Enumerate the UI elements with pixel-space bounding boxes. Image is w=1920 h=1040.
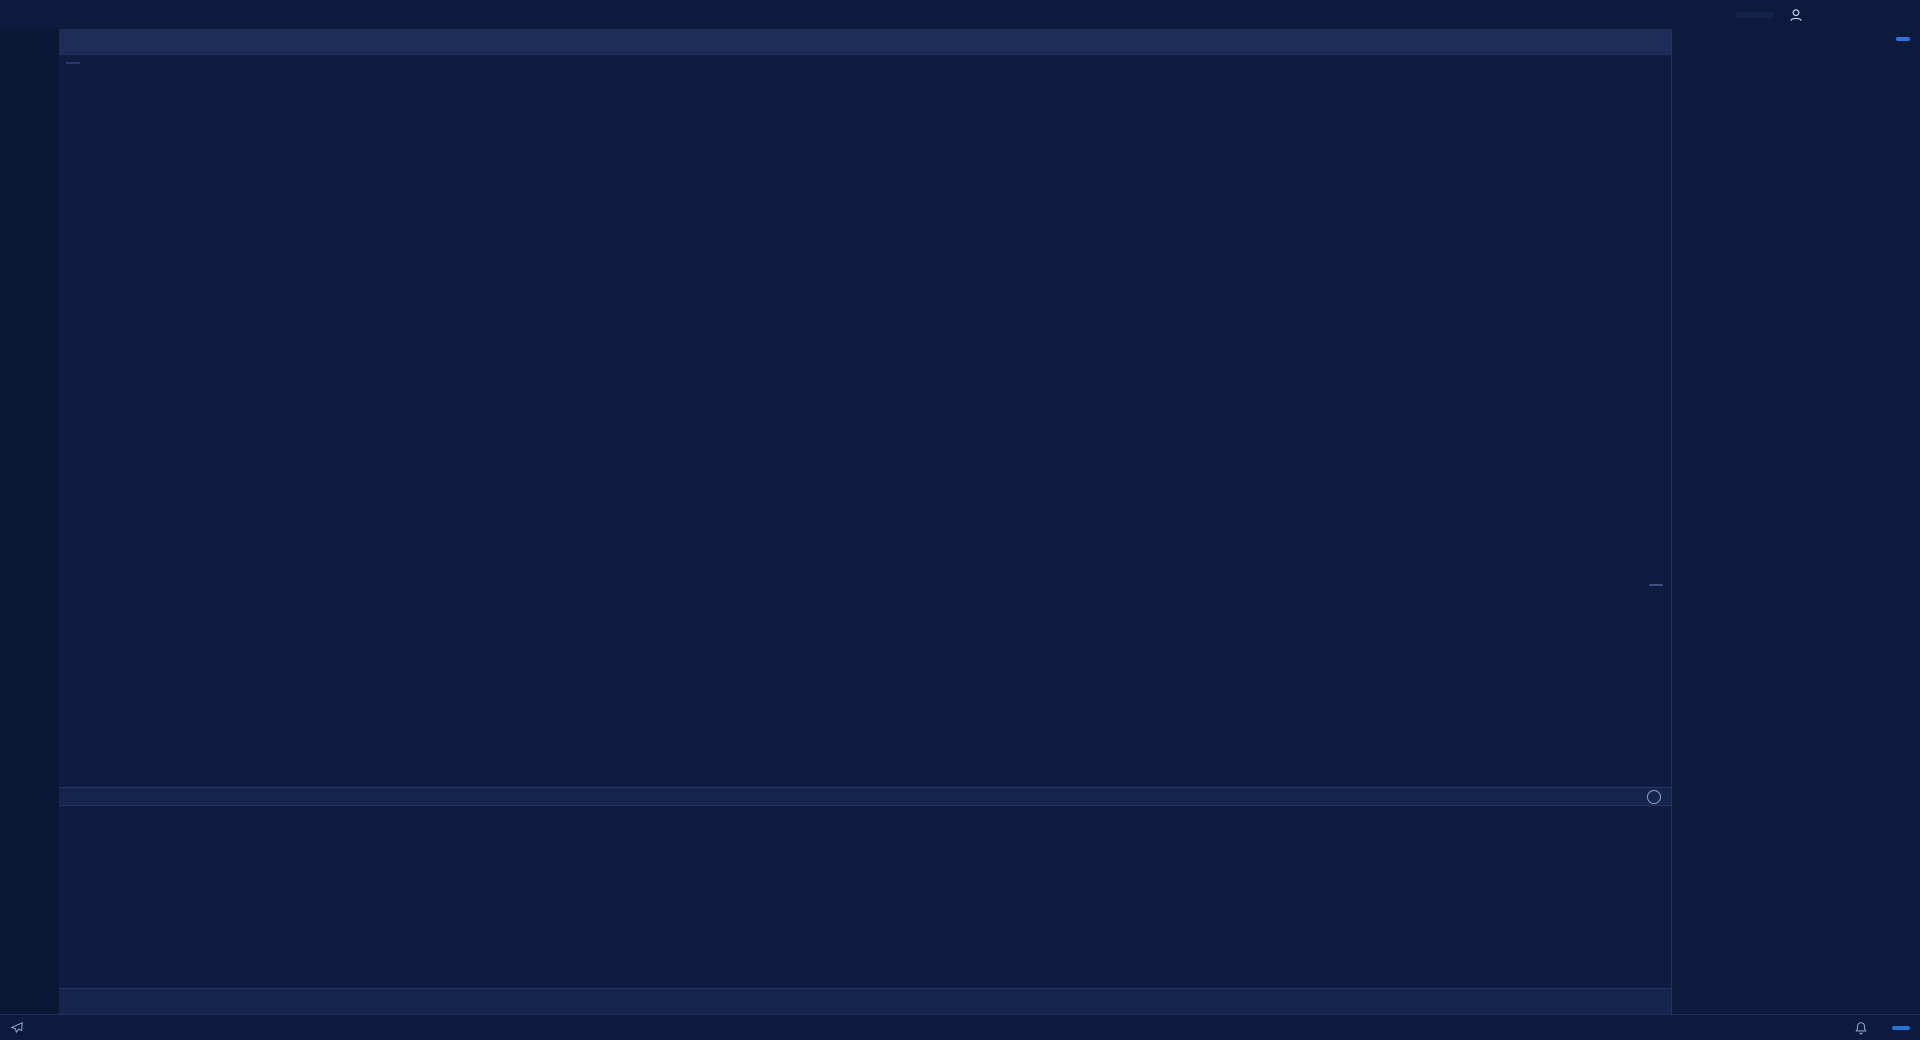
titlebar: [0, 0, 1920, 29]
connection-status-badge[interactable]: [1892, 1025, 1910, 1030]
indicator-tabs: [59, 988, 1671, 1014]
last-price-badge: [1649, 584, 1663, 586]
close-indicator-icon[interactable]: [1647, 789, 1661, 804]
titlebar-right: [1736, 7, 1920, 23]
period-badge: [66, 62, 80, 64]
statusbar-right: [1854, 1021, 1910, 1035]
plane-icon: [10, 1021, 24, 1035]
bell-icon[interactable]: [1854, 1021, 1868, 1035]
statusbar: [0, 1014, 1920, 1040]
chart-canvas[interactable]: [59, 56, 1671, 988]
sidebar: [0, 29, 59, 1014]
add-watchlist-button[interactable]: [1896, 37, 1910, 41]
quote-subtitle: [1672, 43, 1920, 53]
chart-region: [59, 56, 1671, 988]
toolbar: [59, 29, 1671, 56]
quote-panel-header: [1672, 29, 1920, 43]
quote-panel: [1671, 29, 1920, 1014]
obv-header: [59, 787, 1671, 806]
strategy-dropdown[interactable]: [1736, 11, 1774, 18]
collapse-panel-icon[interactable]: [1647, 29, 1671, 55]
time-axis: [64, 967, 1586, 988]
user-icon[interactable]: [1788, 7, 1804, 23]
chart-info-line: [66, 62, 100, 64]
